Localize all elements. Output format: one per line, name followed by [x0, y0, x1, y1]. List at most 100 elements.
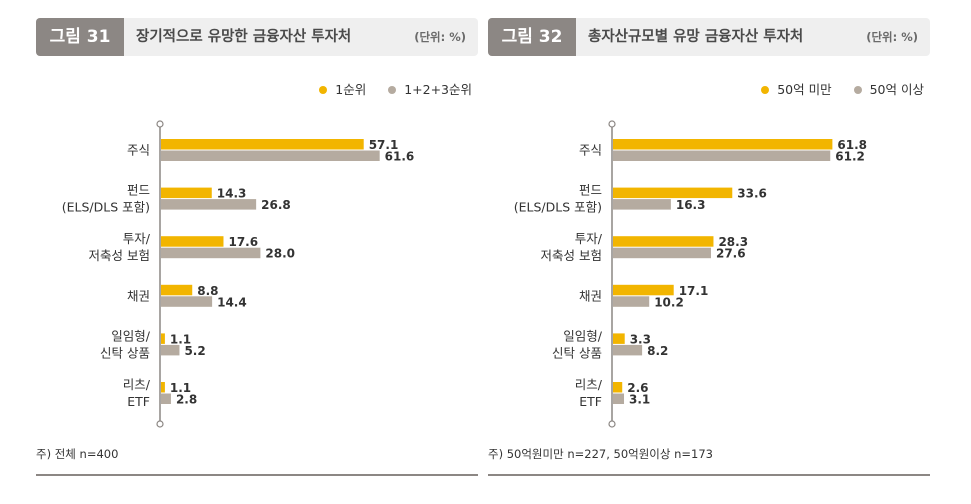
bar: [161, 284, 193, 296]
figure-unit: (단위: %): [414, 30, 466, 44]
data-label: 17.1: [679, 284, 709, 298]
category-label: 펀드: [579, 183, 602, 198]
data-label: 26.8: [261, 198, 291, 212]
figure-32-panel: 그림 32 총자산규모별 유망 금융자산 투자처 (단위: %) 50억 미만 …: [488, 0, 930, 504]
data-label: 61.6: [385, 150, 415, 164]
category-label: 저축성 보험: [89, 248, 150, 263]
bar: [613, 344, 643, 356]
category-label: 저축성 보험: [541, 248, 602, 263]
bottom-rule: [488, 474, 930, 476]
data-label: 61.2: [835, 150, 865, 164]
bar: [161, 187, 212, 199]
bar: [161, 393, 171, 404]
bar: [613, 333, 625, 344]
legend-label: 50억 이상: [869, 82, 924, 97]
data-label: 2.6: [627, 381, 648, 395]
bar: [161, 344, 180, 356]
data-label: 27.6: [716, 247, 746, 261]
data-label: 8.2: [647, 344, 668, 358]
category-label: 리츠/: [575, 377, 603, 392]
category-label: (ELS/DLS 포함): [514, 200, 602, 215]
category-label: 투자/: [575, 231, 603, 246]
chart-legend: 1순위 1+2+3순위: [301, 79, 472, 98]
data-label: 5.2: [184, 344, 205, 358]
data-label: 8.8: [197, 284, 218, 298]
bar: [613, 150, 831, 161]
chart-note: 주) 전체 n=400: [36, 447, 119, 461]
bottom-rule: [36, 474, 478, 476]
bar: [613, 187, 733, 199]
data-label: 3.3: [630, 332, 651, 346]
category-label: 주식: [127, 143, 150, 158]
data-label: 2.8: [176, 393, 197, 407]
category-label: 펀드: [127, 183, 150, 198]
category-label: 리츠/: [123, 377, 151, 392]
figure-header: 그림 31 장기적으로 유망한 금융자산 투자처 (단위: %): [36, 18, 478, 56]
legend-item: 50억 미만: [761, 79, 832, 98]
axis-end-marker: [608, 420, 616, 428]
bar: [613, 199, 671, 210]
data-label: 17.6: [228, 235, 258, 249]
legend-dot-icon: [761, 85, 770, 94]
figure-31-panel: 그림 31 장기적으로 유망한 금융자산 투자처 (단위: %) 1순위 1+2…: [36, 0, 478, 504]
category-label: 일임형/: [563, 328, 603, 343]
data-label: 57.1: [369, 138, 399, 152]
bar: [161, 247, 261, 259]
chart-legend: 50억 미만 50억 이상: [743, 79, 924, 98]
bar-chart: 주식 61.861.2 펀드 (ELS/DLS 포함) 33.6 16.3 투자/저축성 보…: [514, 120, 867, 428]
bar: [161, 139, 364, 150]
figure-header: 그림 32 총자산규모별 유망 금융자산 투자처 (단위: %): [488, 18, 930, 56]
legend-label: 1+2+3순위: [404, 82, 472, 97]
category-label: (ELS/DLS 포함): [62, 200, 150, 215]
legend-label: 1순위: [335, 82, 367, 97]
category-label: 채권: [579, 288, 602, 303]
bar: [613, 393, 625, 404]
bar: [613, 139, 833, 150]
bar: [613, 247, 711, 259]
bar: [161, 296, 213, 307]
bar: [161, 333, 165, 344]
bar: [161, 199, 257, 210]
axis-end-marker: [608, 120, 616, 128]
data-label: 61.8: [837, 138, 867, 152]
category-label: 투자/: [123, 231, 151, 246]
data-label: 3.1: [629, 393, 650, 407]
bar-chart: 주식 57.161.6 펀드 (ELS/DLS 포함) 14.3 26.8 투자/저축성 보…: [62, 120, 415, 428]
figure-number: 그림 31: [36, 18, 124, 56]
bar: [613, 382, 623, 393]
figure-number: 그림 32: [488, 18, 576, 56]
data-label: 1.1: [170, 332, 191, 346]
data-label: 28.0: [265, 247, 295, 261]
figure-title: 총자산규모별 유망 금융자산 투자처: [588, 29, 804, 45]
axis-end-marker: [156, 120, 164, 128]
data-label: 28.3: [718, 235, 748, 249]
data-label: 1.1: [170, 381, 191, 395]
data-label: 16.3: [676, 198, 706, 212]
figure-title: 장기적으로 유망한 금융자산 투자처: [136, 29, 352, 45]
category-label: 주식: [579, 143, 602, 158]
legend-dot-icon: [853, 85, 862, 94]
legend-item: 50억 이상: [853, 79, 924, 98]
category-label: ETF: [579, 394, 602, 409]
legend-item: 1순위: [319, 79, 366, 98]
bar: [161, 382, 165, 393]
figure-unit: (단위: %): [866, 30, 918, 44]
legend-item: 1+2+3순위: [388, 79, 472, 98]
category-label: 일임형/: [111, 328, 151, 343]
bar: [613, 296, 650, 307]
bar: [161, 236, 224, 247]
data-label: 10.2: [654, 295, 684, 309]
data-label: 14.4: [217, 295, 247, 309]
category-label: 신탁 상품: [552, 345, 602, 360]
legend-dot-icon: [388, 85, 397, 94]
bar: [613, 236, 714, 247]
category-label: 신탁 상품: [100, 345, 150, 360]
legend-label: 50억 미만: [777, 82, 832, 97]
data-label: 33.6: [737, 187, 767, 201]
data-label: 14.3: [217, 187, 247, 201]
category-label: ETF: [127, 394, 150, 409]
category-label: 채권: [127, 288, 150, 303]
axis-end-marker: [156, 420, 164, 428]
legend-dot-icon: [319, 85, 328, 94]
bar: [161, 150, 380, 161]
